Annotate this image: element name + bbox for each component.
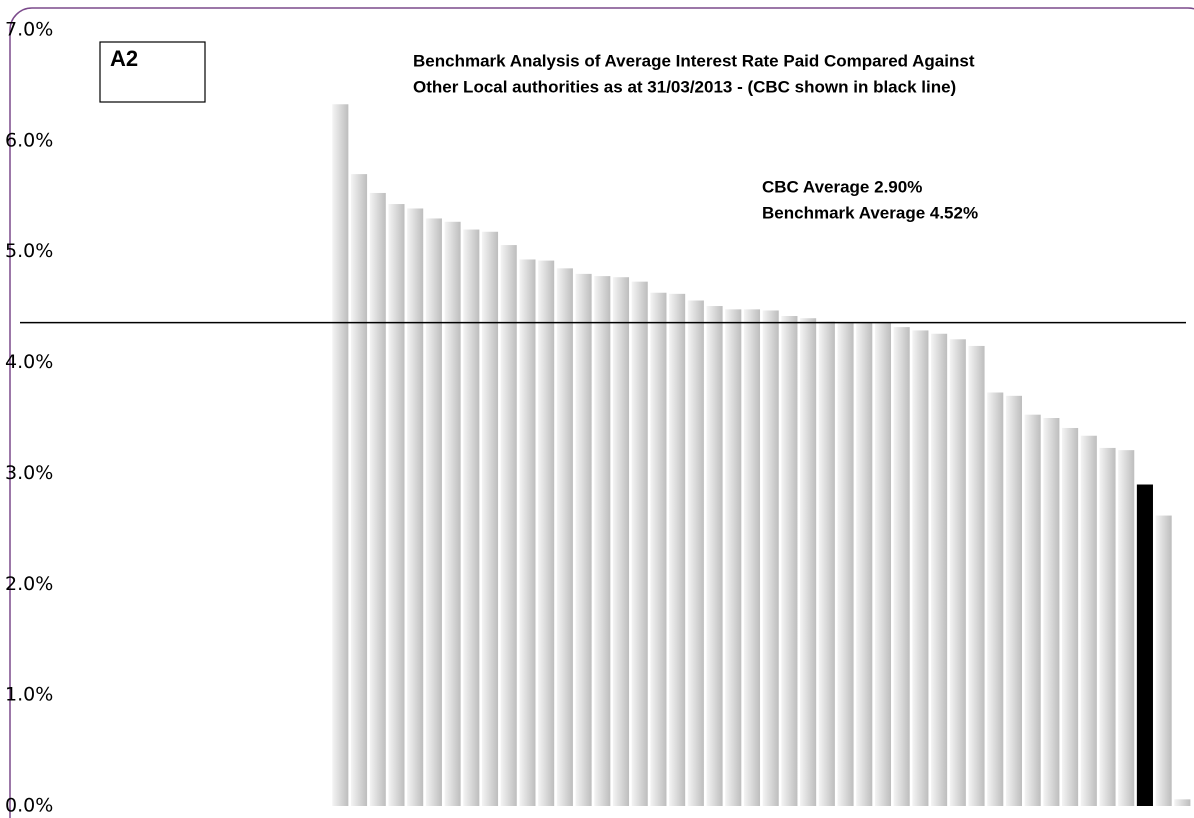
bar bbox=[594, 276, 611, 806]
bar bbox=[987, 392, 1004, 806]
y-tick-label: 7.0% bbox=[5, 19, 53, 41]
bar bbox=[350, 174, 368, 807]
bar bbox=[743, 309, 761, 806]
bar bbox=[893, 327, 910, 806]
bar bbox=[949, 339, 966, 806]
bar bbox=[500, 245, 517, 806]
bar bbox=[650, 292, 667, 806]
bar bbox=[556, 268, 573, 806]
y-tick-label: 2.0% bbox=[5, 573, 53, 595]
bar bbox=[1118, 450, 1135, 806]
chart-title: Other Local authorities as at 31/03/2013… bbox=[413, 77, 956, 96]
bar bbox=[781, 316, 798, 806]
bar bbox=[837, 322, 854, 806]
bar bbox=[669, 293, 686, 807]
y-tick-label: 0.0% bbox=[5, 795, 53, 817]
frame bbox=[9, 7, 1194, 818]
bar bbox=[912, 330, 929, 806]
bar bbox=[1080, 435, 1097, 806]
bar bbox=[1062, 427, 1079, 806]
bar bbox=[481, 231, 499, 806]
bar bbox=[874, 322, 892, 806]
bar bbox=[332, 104, 349, 806]
annotation: Benchmark Average 4.52% bbox=[762, 203, 978, 222]
bar bbox=[762, 310, 779, 806]
bar bbox=[1099, 447, 1116, 806]
bar bbox=[463, 229, 480, 807]
bar bbox=[800, 318, 817, 806]
bar bbox=[631, 281, 648, 806]
bar bbox=[1024, 414, 1041, 806]
bar bbox=[407, 208, 424, 807]
bar bbox=[725, 309, 742, 806]
bar bbox=[425, 218, 442, 806]
bar bbox=[1174, 799, 1191, 806]
y-tick-label: 4.0% bbox=[5, 351, 53, 373]
annotation: CBC Average 2.90% bbox=[762, 177, 922, 196]
bar bbox=[1155, 515, 1172, 806]
label-box bbox=[99, 41, 206, 103]
bar bbox=[1136, 484, 1153, 806]
bar bbox=[444, 221, 461, 807]
y-tick-label: 5.0% bbox=[5, 240, 53, 262]
bar bbox=[575, 273, 592, 806]
bar bbox=[968, 345, 985, 806]
y-tick-label: 3.0% bbox=[5, 462, 53, 484]
bar bbox=[1005, 395, 1022, 806]
bar bbox=[687, 300, 704, 806]
bar bbox=[818, 321, 835, 806]
bar bbox=[1043, 418, 1060, 806]
bar bbox=[519, 259, 536, 807]
bar bbox=[856, 322, 873, 806]
bar bbox=[931, 333, 948, 806]
bar bbox=[388, 204, 405, 806]
y-tick-label: 1.0% bbox=[5, 684, 53, 706]
bar bbox=[706, 306, 723, 806]
bar bbox=[538, 260, 555, 806]
plot-area: 0.0% 1.0% 2.0% 3.0% 4.0% 5.0% 6.0% 7.0% bbox=[5, 19, 1191, 817]
bar bbox=[612, 277, 630, 806]
chart-title: Benchmark Analysis of Average Interest R… bbox=[413, 51, 975, 70]
label-box-text: A2 bbox=[110, 46, 138, 71]
y-tick-label: 6.0% bbox=[5, 129, 53, 151]
bar bbox=[369, 192, 386, 806]
